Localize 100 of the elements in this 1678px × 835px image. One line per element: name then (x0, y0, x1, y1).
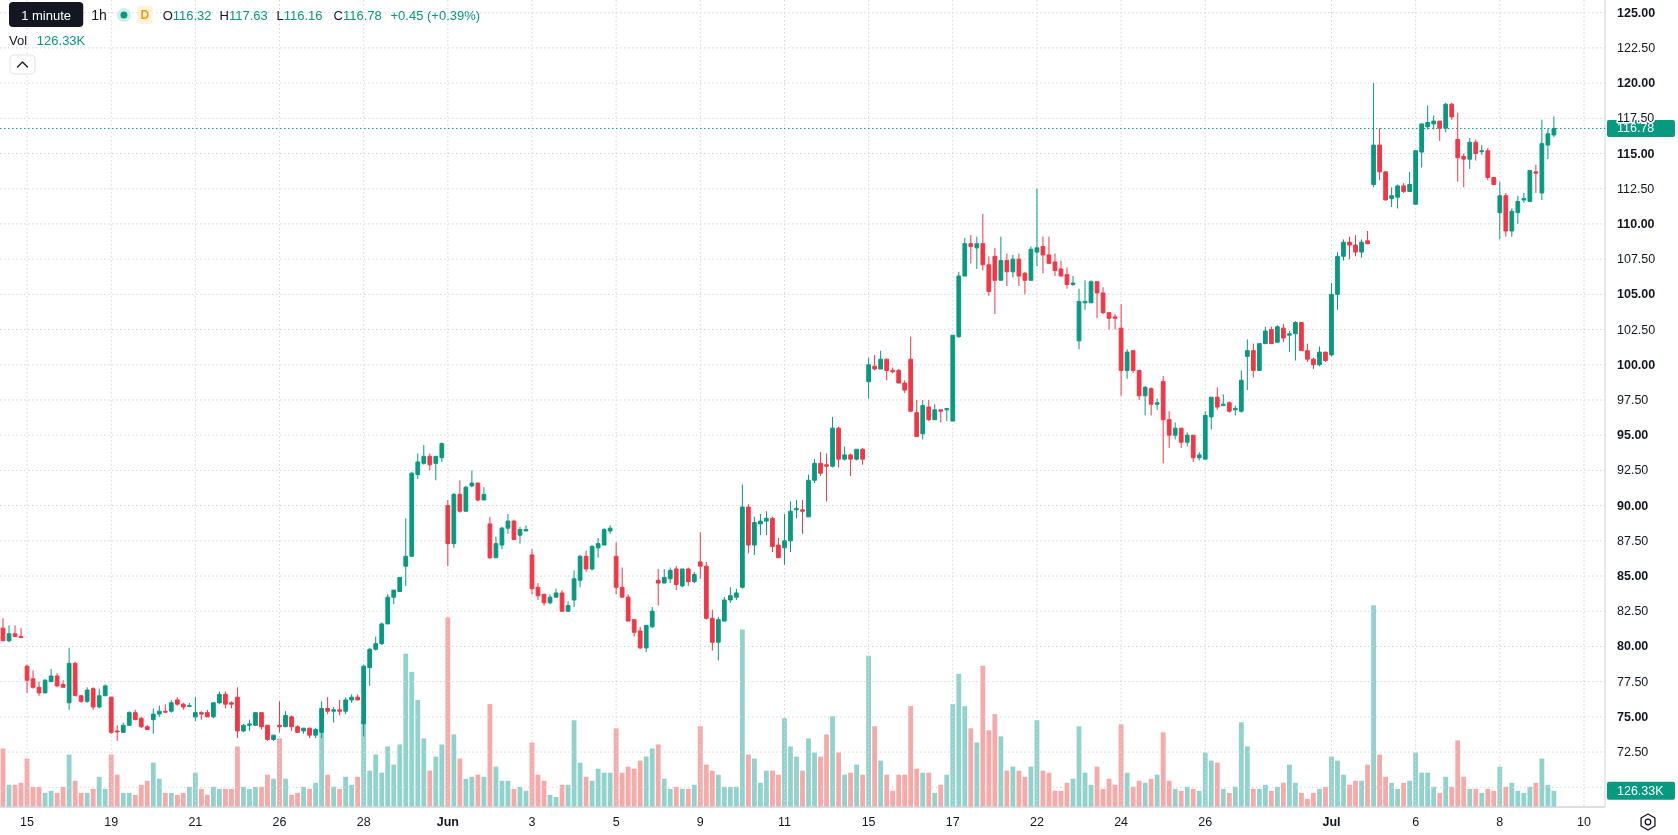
candlestick (1281, 323, 1286, 343)
bar (920, 772, 926, 807)
bar (301, 786, 306, 807)
chart-title: Vol (9, 32, 28, 48)
candlestick (487, 516, 493, 560)
bar (1214, 762, 1220, 807)
y-tick-label: 77.50 (1617, 674, 1649, 689)
candlestick (1226, 400, 1232, 414)
candlestick (920, 399, 926, 440)
bar (445, 617, 451, 807)
y-tick-label: 82.50 (1617, 604, 1649, 619)
candlestick (746, 503, 751, 554)
candlestick (1142, 385, 1148, 416)
candlestick (186, 702, 192, 708)
bar (1359, 780, 1364, 807)
bar (1226, 792, 1232, 807)
bar (974, 742, 980, 807)
candlestick (1124, 348, 1130, 380)
candlestick (848, 453, 853, 477)
candlestick (66, 647, 72, 711)
bar (938, 784, 944, 807)
bar (1467, 788, 1473, 807)
bar (878, 760, 884, 807)
text: 1h (91, 7, 107, 23)
candlestick (84, 686, 90, 704)
x-tick-label: 17 (945, 815, 960, 829)
bar (168, 792, 174, 807)
bar (1280, 782, 1286, 807)
bar (872, 726, 878, 807)
bar (84, 792, 90, 807)
bar (1323, 786, 1328, 807)
bar (1184, 786, 1190, 807)
candlestick (1449, 102, 1455, 121)
candlestick (463, 485, 469, 512)
candlestick (1172, 422, 1178, 440)
bar (1401, 782, 1407, 807)
annotation: C116.78 (333, 7, 382, 23)
bar (1124, 772, 1130, 807)
y-tick-label: 112.50 (1617, 181, 1655, 196)
bar (1154, 774, 1160, 807)
candlestick (1190, 434, 1196, 463)
candlestick (1317, 345, 1322, 367)
bar (271, 778, 276, 807)
bar (1365, 764, 1370, 807)
candlestick (740, 483, 745, 590)
bar (1142, 782, 1148, 807)
candlestick (1323, 351, 1328, 363)
y-tick-label: 105.00 (1617, 287, 1656, 302)
x-tick-label: 10 (1577, 815, 1591, 829)
candlestick (655, 568, 661, 607)
x-tick-label: 21 (188, 815, 203, 829)
bar (685, 788, 691, 807)
candlestick (691, 571, 697, 584)
bar (691, 784, 697, 807)
candlestick (307, 727, 312, 739)
bar (998, 736, 1004, 807)
candlestick (1184, 431, 1190, 447)
x-tick-label: 9 (696, 815, 704, 829)
candlestick (451, 492, 457, 549)
x-tick-label: Jul (1322, 815, 1341, 829)
bar (48, 790, 54, 807)
candlestick (475, 482, 481, 502)
bar (1274, 786, 1280, 807)
candlestick (1220, 393, 1226, 407)
candlestick (926, 399, 932, 422)
x-tick-label: 3 (528, 815, 536, 829)
candlestick (836, 426, 841, 469)
candlestick (1275, 324, 1280, 343)
y-tick-label: 120.00 (1617, 76, 1656, 91)
bar (1250, 788, 1256, 807)
y-tick-label: 97.50 (1617, 392, 1649, 407)
candlestick (445, 499, 451, 567)
bar (1004, 770, 1010, 807)
candlestick (860, 447, 865, 466)
bar (331, 786, 337, 807)
candlestick (559, 589, 565, 612)
candlestick (427, 453, 433, 471)
text: 126.33K (1617, 783, 1665, 798)
bar (1148, 778, 1154, 807)
candlestick (854, 448, 859, 462)
bar (66, 754, 72, 807)
candlestick (1479, 144, 1485, 156)
candlestick (800, 499, 805, 535)
x-tick-label: 15 (20, 815, 35, 829)
y-tick-label: 90.00 (1617, 498, 1649, 513)
x-tick-label: 15 (861, 815, 876, 829)
candlestick (1401, 182, 1406, 194)
candlestick (162, 703, 168, 714)
bar (457, 758, 463, 807)
annotation: 126.33K (36, 32, 86, 48)
x-tick-label: 11 (777, 815, 791, 829)
bar (1220, 788, 1226, 807)
bar (968, 728, 974, 807)
bar (1268, 790, 1274, 807)
annotation: O116.32 (162, 7, 212, 23)
candlestick (998, 236, 1004, 281)
bar (1371, 605, 1376, 807)
bar (932, 792, 938, 807)
candlestick (685, 567, 691, 587)
candlestick (0, 617, 6, 642)
